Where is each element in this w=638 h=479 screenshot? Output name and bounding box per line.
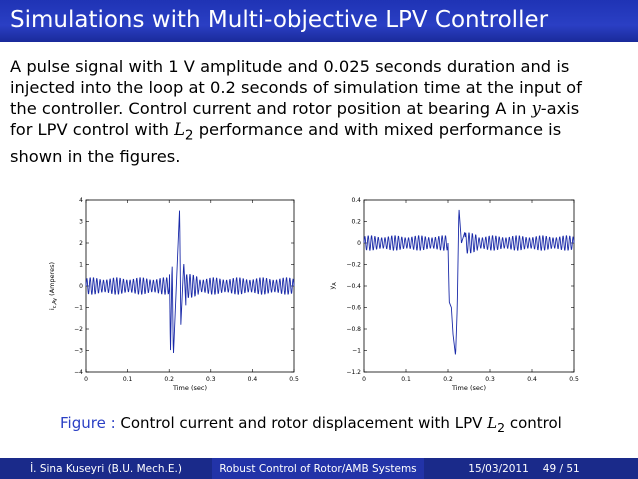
series-line <box>363 209 575 355</box>
current-plot-svg: 0 0.1 0.2 0.3 0.4 0.5 −4 −3 −2 −1 0 1 2 3 4 Time (sec) i… <box>48 197 299 392</box>
y-tick-label: 4 <box>79 197 83 204</box>
plot-frame <box>363 199 575 373</box>
x-tick-label: 0.4 <box>527 376 537 383</box>
x-tick-label: 0 <box>362 376 366 383</box>
y-tick-label: −1 <box>352 348 361 355</box>
paragraph-line-1: A pulse signal with 1 V amplitude and 0.… <box>10 57 570 76</box>
y-axis-label: yA <box>328 282 338 290</box>
x-tick-label: 0.2 <box>164 376 174 383</box>
paragraph-line-4-a: for LPV control with <box>10 120 175 139</box>
x-axis-label: Time (sec) <box>172 384 207 392</box>
y-axis-label: ic,Ay (Amperes) <box>48 262 58 310</box>
x-tick-label: 0.2 <box>443 376 453 383</box>
paragraph-line-3-c: -axis <box>540 99 580 118</box>
y-tick-label: 1 <box>79 262 83 269</box>
x-tick-label: 0.5 <box>289 376 299 383</box>
x-tick-label: 0.4 <box>248 376 258 383</box>
displacement-plot-svg: 0 0.1 0.2 0.3 0.4 0.5 −1.2 −1 −0.8 −0.6 −0.4 −0.2 0 0… <box>328 197 579 392</box>
y-tick-label: 0.2 <box>351 219 361 226</box>
paragraph-line-3-a: the controller. Control current and roto… <box>10 99 532 118</box>
y-tick-label: −0.4 <box>346 283 361 290</box>
slide-footer: İ. Sina Kuseyri (B.U. Mech.E.) Robust Co… <box>0 458 638 479</box>
y-tick-label: −2 <box>74 326 83 333</box>
paragraph-line-4-d: performance and with mixed performance i… <box>193 120 562 139</box>
paragraph-line-4-math: L <box>174 120 185 139</box>
y-tick-label: 2 <box>79 240 83 247</box>
y-tick-label: −4 <box>74 369 83 376</box>
footer-date: 15/03/2011 <box>468 462 529 475</box>
x-tick-label: 0.1 <box>401 376 411 383</box>
paragraph-line-3: the controller. Control current and roto… <box>10 98 630 119</box>
x-axis-label: Time (sec) <box>451 384 486 392</box>
y-tick-label: 0 <box>79 283 83 290</box>
figure-caption: Figure : Control current and rotor displ… <box>60 414 562 435</box>
y-tick-label: −1 <box>74 305 83 312</box>
current-plot: 0 0.1 0.2 0.3 0.4 0.5 −4 −3 −2 −1 0 1 2 3 4 Time (sec) i… <box>40 192 310 398</box>
caption-text: Control current and rotor displacement w… <box>115 414 488 432</box>
caption-label: Figure : <box>60 414 116 432</box>
x-tick-label: 0.3 <box>485 376 495 383</box>
footer-page-number: 49 / 51 <box>542 462 580 475</box>
y-tick-label: 0.4 <box>351 197 361 204</box>
x-tick-label: 0 <box>84 376 88 383</box>
paragraph-line-5: shown in the figures. <box>10 147 181 167</box>
y-tick-label: −0.6 <box>346 305 361 312</box>
paragraph-line-4-sub: 2 <box>184 127 194 144</box>
paragraph-line-2: injected into the loop at 0.2 seconds of… <box>10 78 582 97</box>
caption-sub: 2 <box>497 420 506 435</box>
y-tick-label: −0.8 <box>346 326 361 333</box>
footer-date-page: 15/03/2011 49 / 51 <box>424 458 638 479</box>
y-tick-label: −0.2 <box>346 262 361 269</box>
paragraph-line-4: for LPV control with L2 performance and … <box>10 119 630 146</box>
caption-math: L <box>487 414 498 432</box>
y-tick-label: −3 <box>74 348 83 355</box>
x-tick-label: 0.1 <box>123 376 133 383</box>
footer-author: İ. Sina Kuseyri (B.U. Mech.E.) <box>0 458 212 479</box>
x-tick-label: 0.3 <box>206 376 216 383</box>
paragraph-line-3-math: y <box>531 99 541 118</box>
y-tick-label: 3 <box>79 219 83 226</box>
slide-title-bar: Simulations with Multi-objective LPV Con… <box>0 0 638 42</box>
slide-title: Simulations with Multi-objective LPV Con… <box>10 7 549 33</box>
footer-talk-title: Robust Control of Rotor/AMB Systems <box>212 458 424 479</box>
y-tick-label: 0 <box>357 240 361 247</box>
caption-tail: control <box>505 414 562 432</box>
y-tick-label: −1.2 <box>346 369 361 376</box>
displacement-plot: 0 0.1 0.2 0.3 0.4 0.5 −1.2 −1 −0.8 −0.6 −0.4 −0.2 0 0… <box>322 192 584 398</box>
slide-paragraph: A pulse signal with 1 V amplitude and 0.… <box>10 56 630 167</box>
x-tick-label: 0.5 <box>569 376 579 383</box>
footer-author-text: İ. Sina Kuseyri (B.U. Mech.E.) <box>30 462 182 475</box>
footer-talk-title-text: Robust Control of Rotor/AMB Systems <box>219 462 417 475</box>
series-line <box>85 210 295 354</box>
